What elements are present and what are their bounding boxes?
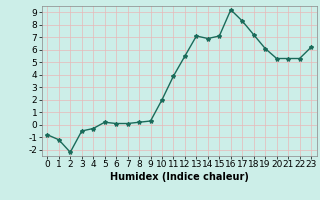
X-axis label: Humidex (Indice chaleur): Humidex (Indice chaleur) bbox=[110, 172, 249, 182]
